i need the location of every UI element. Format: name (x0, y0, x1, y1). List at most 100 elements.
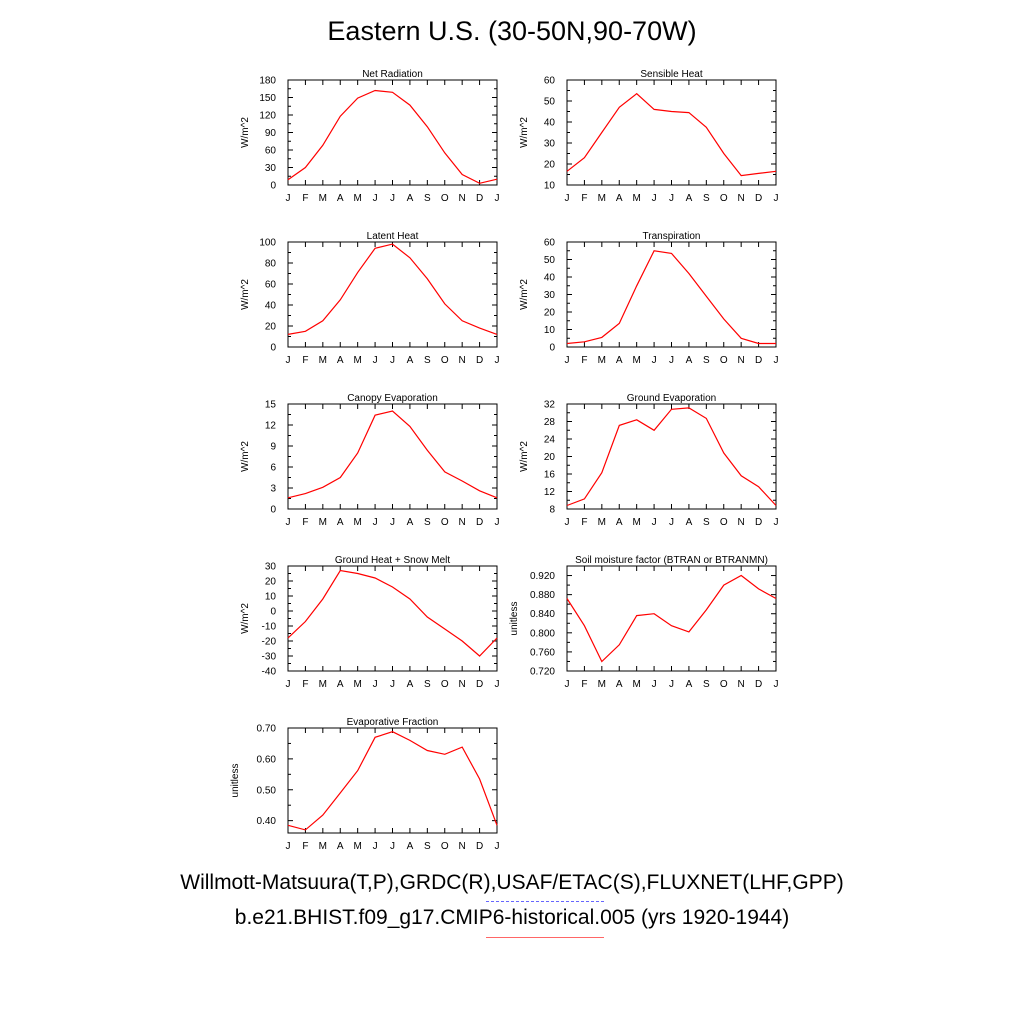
x-tick-label: F (581, 193, 587, 204)
y-tick-label: 0 (270, 505, 276, 516)
x-tick-label: J (495, 841, 500, 852)
y-tick-label: 40 (265, 301, 277, 312)
y-tick-label: 12 (265, 421, 277, 432)
x-tick-label: J (652, 517, 657, 528)
x-tick-label: A (407, 355, 414, 366)
x-tick-label: S (703, 355, 710, 366)
x-tick-label: O (441, 193, 449, 204)
x-tick-label: J (373, 679, 378, 690)
legend-model-line (486, 937, 604, 938)
x-tick-label: N (459, 679, 466, 690)
x-tick-label: M (319, 193, 327, 204)
chart-title: Soil moisture factor (BTRAN or BTRANMN) (575, 555, 768, 566)
series-line (287, 569, 498, 657)
x-tick-label: A (686, 517, 693, 528)
x-tick-label: N (738, 517, 745, 528)
y-tick-label: 30 (544, 139, 556, 150)
y-tick-label: 0 (549, 343, 555, 354)
y-axis-label: W/m^2 (240, 279, 251, 310)
y-tick-label: 20 (544, 308, 556, 319)
y-axis-label: W/m^2 (519, 279, 530, 310)
y-axis-label: W/m^2 (519, 441, 530, 472)
y-tick-label: 3 (270, 484, 276, 495)
series-line (566, 574, 777, 663)
x-tick-label: J (495, 517, 500, 528)
y-tick-label: 60 (544, 76, 556, 87)
y-tick-label: 180 (259, 76, 276, 87)
y-tick-label: 50 (544, 255, 556, 266)
x-tick-label: M (598, 517, 606, 528)
x-tick-label: J (652, 679, 657, 690)
x-tick-label: M (319, 517, 327, 528)
legend-model-label: b.e21.BHIST.f09_g17.CMIP6-historical.005… (234, 906, 790, 929)
x-tick-label: M (353, 193, 361, 204)
y-tick-label: 40 (544, 118, 556, 129)
y-tick-label: 20 (265, 322, 277, 333)
chart-title: Latent Heat (367, 231, 419, 242)
y-tick-label: 150 (259, 93, 276, 104)
x-tick-label: A (337, 841, 344, 852)
x-tick-label: N (459, 841, 466, 852)
y-tick-label: 60 (544, 238, 556, 249)
x-tick-label: A (616, 679, 623, 690)
x-tick-label: N (738, 193, 745, 204)
y-axis-label: W/m^2 (240, 603, 251, 634)
x-tick-label: O (720, 193, 728, 204)
x-tick-label: S (424, 517, 431, 528)
plot-frame (287, 403, 498, 510)
y-tick-label: 30 (265, 163, 277, 174)
x-tick-label: N (738, 355, 745, 366)
x-tick-label: D (476, 193, 483, 204)
series-line (566, 92, 777, 177)
y-axis-label: unitless (230, 764, 241, 798)
x-tick-label: D (755, 193, 762, 204)
x-tick-label: D (755, 355, 762, 366)
series-line (287, 731, 498, 831)
y-tick-label: -20 (262, 637, 277, 648)
x-tick-label: M (632, 355, 640, 366)
plot-frame (287, 241, 498, 348)
legend-obs-line (486, 901, 604, 902)
x-tick-label: J (495, 679, 500, 690)
y-tick-label: 0.840 (530, 609, 555, 620)
x-tick-label: M (319, 679, 327, 690)
plot-frame (566, 403, 777, 510)
x-tick-label: S (703, 517, 710, 528)
x-tick-label: J (565, 679, 570, 690)
y-tick-label: 0.800 (530, 628, 555, 639)
y-tick-label: 0.920 (530, 571, 555, 582)
page-title: Eastern U.S. (30-50N,90-70W) (327, 16, 697, 46)
x-tick-label: J (774, 355, 779, 366)
y-tick-label: -30 (262, 652, 277, 663)
x-tick-label: J (565, 193, 570, 204)
y-tick-label: 60 (265, 280, 277, 291)
y-tick-label: 28 (544, 417, 556, 428)
x-tick-label: A (407, 679, 414, 690)
x-tick-label: F (581, 517, 587, 528)
y-tick-label: 100 (259, 238, 276, 249)
x-tick-label: M (598, 193, 606, 204)
x-tick-label: J (390, 193, 395, 204)
x-tick-label: J (390, 841, 395, 852)
y-tick-label: 10 (265, 592, 277, 603)
x-tick-label: F (302, 841, 308, 852)
x-tick-label: A (407, 517, 414, 528)
plot-frame (566, 79, 777, 186)
x-tick-label: J (373, 517, 378, 528)
x-tick-label: D (476, 679, 483, 690)
x-tick-label: M (353, 517, 361, 528)
x-tick-label: M (632, 517, 640, 528)
y-tick-label: 20 (265, 577, 277, 588)
y-tick-label: 6 (270, 463, 276, 474)
x-tick-label: N (738, 679, 745, 690)
y-tick-label: 0.70 (257, 724, 277, 735)
x-tick-label: M (632, 679, 640, 690)
x-tick-label: J (495, 355, 500, 366)
y-tick-label: 9 (270, 442, 276, 453)
x-tick-label: J (286, 679, 291, 690)
x-tick-label: A (337, 193, 344, 204)
x-tick-label: N (459, 355, 466, 366)
